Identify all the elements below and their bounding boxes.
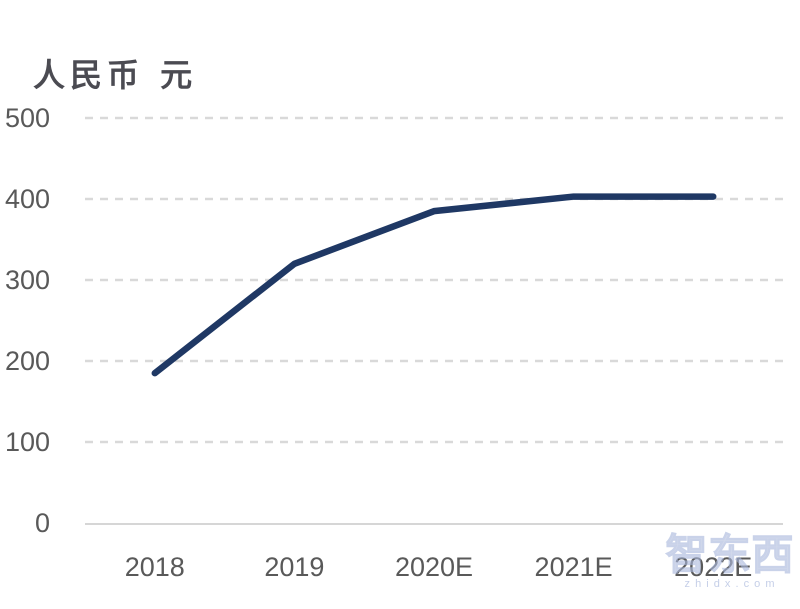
y-tick-label: 200 <box>5 346 50 376</box>
x-tick-label: 2018 <box>125 552 185 582</box>
x-tick-label: 2022E <box>674 552 752 582</box>
x-tick-label: 2019 <box>264 552 324 582</box>
chart-unit-label: 人民币 元 <box>33 56 198 94</box>
data-line <box>151 193 717 377</box>
y-tick-label: 0 <box>35 508 50 538</box>
x-tick-label: 2020E <box>395 552 473 582</box>
y-tick-label: 400 <box>5 184 50 214</box>
y-tick-label: 300 <box>5 265 50 295</box>
x-tick-label: 2021E <box>535 552 613 582</box>
y-tick-label: 100 <box>5 427 50 457</box>
y-tick-label: 500 <box>5 103 50 133</box>
